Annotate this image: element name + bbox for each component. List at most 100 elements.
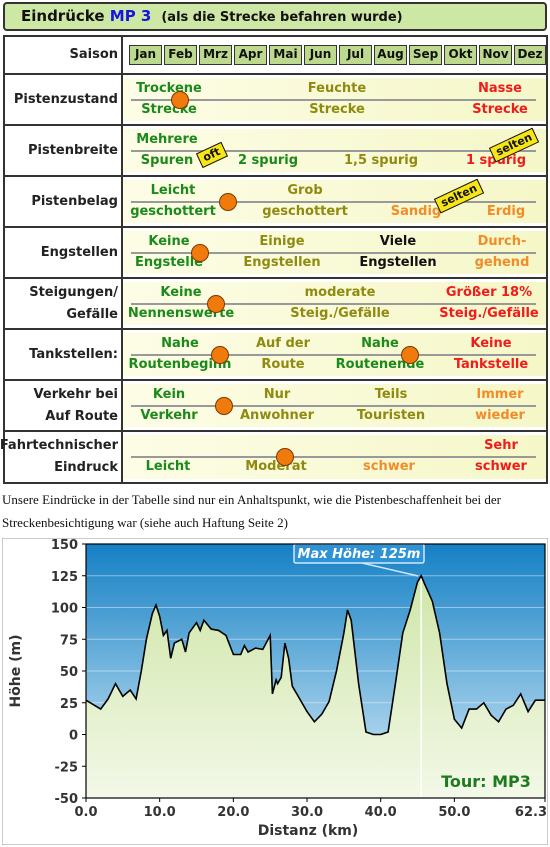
month-mrz: Mrz <box>199 45 232 65</box>
y-tick-label: 0 <box>69 729 78 744</box>
month-jun: Jun <box>304 45 337 65</box>
scale-line <box>131 404 536 407</box>
option-label: Nahe <box>161 336 199 351</box>
row-verkehr: Verkehr bei Auf Route Kein Verkehr Nur An… <box>5 381 546 430</box>
option-label: Keine <box>160 285 202 300</box>
rating-marker <box>215 396 234 415</box>
row-pistenbreite: Pistenbreite Mehrere Spuren 2 spurig 1,5… <box>5 126 546 175</box>
row-label: Tankstellen: <box>29 346 118 362</box>
rating-marker <box>275 448 294 466</box>
option-label: Strecke <box>472 102 528 117</box>
row-label: Engstellen <box>40 244 118 260</box>
row-divider <box>5 430 546 432</box>
option-label: Verkehr <box>140 408 198 423</box>
x-tick-label: 30.0 <box>291 805 323 820</box>
row-pistenbelag: Pistenbelag Leicht geschottert Grob gesc… <box>5 177 546 226</box>
option-label: Nahe <box>361 336 399 351</box>
option-label: Trockene <box>136 81 202 96</box>
option-label: moderate <box>304 285 376 300</box>
row-scale-area: Nahe Routenbeginn Auf der Route Nahe Rou… <box>123 333 546 376</box>
option-label: Feuchte <box>307 81 367 96</box>
option-label: Einige <box>259 234 305 249</box>
option-label: Durch- <box>477 234 527 249</box>
option-label: schwer <box>363 459 415 474</box>
row-divider <box>5 175 546 177</box>
row-scale-area: Leicht Moderat schwer Sehr schwer <box>123 435 546 479</box>
row-label-line: Auf Route <box>45 408 118 424</box>
row-scale-area: Trockene Strecke Feuchte Strecke Nasse S… <box>123 78 546 121</box>
option-label: schwer <box>475 459 527 474</box>
month-aug: Aug <box>374 45 407 65</box>
option-label: Grob <box>287 183 323 198</box>
row-label-line: Gefälle <box>66 306 118 322</box>
month-dez: Dez <box>514 45 546 65</box>
option-label: Strecke <box>309 102 365 117</box>
option-label: Anwohner <box>240 408 314 423</box>
row-divider <box>5 277 546 279</box>
header-subtitle: (als die Strecke befahren wurde) <box>161 10 403 25</box>
row-label: Steigungen/Gefälle <box>5 279 121 328</box>
y-tick-label: 25 <box>60 697 78 712</box>
option-label: Leicht <box>150 183 196 198</box>
caption-text: Unsere Eindrücke in der Tabelle sind nur… <box>2 492 501 530</box>
row-tankstellen: Tankstellen: Nahe Routenbeginn Auf der R… <box>5 330 546 379</box>
y-tick-label: 75 <box>60 633 78 648</box>
elevation-area <box>86 575 545 798</box>
frequency-flag-selten: selten <box>433 178 485 214</box>
elevation-chart: Max Höhe: 125m Tour: MP3 -50 -25 0 25 50 75 10… <box>1 537 549 846</box>
row-label-line: Verkehr bei <box>33 386 118 402</box>
option-label: Immer <box>476 387 524 402</box>
max-height-callout: Max Höhe: 125m <box>293 543 425 577</box>
option-label: Engstellen <box>243 255 321 270</box>
option-label: Kein <box>152 387 186 402</box>
row-steigungen: Steigungen/Gefälle Keine Nennenswerte mo… <box>5 279 546 328</box>
option-label: 2 spurig <box>237 153 299 168</box>
option-label: Steig./Gefälle <box>290 306 390 321</box>
season-row: Saison Jan Feb Mrz Apr Mai Jun Jul Aug S… <box>5 37 546 73</box>
option-label: gehend <box>474 255 530 270</box>
option-label: Route <box>261 357 305 372</box>
row-scale-area: Keine Nennenswerte moderate Steig./Gefäl… <box>123 282 546 325</box>
column-divider <box>121 37 123 482</box>
y-tick-label: 100 <box>51 602 78 617</box>
option-label: Viele <box>379 234 417 249</box>
option-label: Mehrere <box>136 132 198 147</box>
y-tick-label: 125 <box>51 570 78 585</box>
rating-table: Saison Jan Feb Mrz Apr Mai Jun Jul Aug S… <box>0 35 548 484</box>
row-label: Fahrtechnischer Eindruck <box>0 432 121 482</box>
scale-line <box>131 200 536 203</box>
row-scale-area: Leicht geschottert Grob geschottert Sand… <box>123 178 546 223</box>
month-jul: Jul <box>339 45 372 65</box>
month-nov: Nov <box>479 45 512 65</box>
row-fahrtechnik: Fahrtechnischer Eindruck Leicht Moderat s… <box>0 432 546 482</box>
row-label: Pistenbelag <box>31 193 118 209</box>
tour-label: Tour: MP3 <box>441 772 531 791</box>
option-label: Auf der <box>255 336 311 351</box>
option-label: Engstelle <box>135 255 203 270</box>
month-apr: Apr <box>234 45 267 65</box>
month-feb: Feb <box>164 45 197 65</box>
month-sep: Sep <box>409 45 442 65</box>
scale-line <box>131 98 536 101</box>
row-divider <box>5 73 546 75</box>
elevation-line <box>85 574 545 736</box>
row-pistenzustand: Pistenzustand Trockene Strecke Feuchte S… <box>5 75 546 124</box>
x-tick-label: 50.0 <box>438 805 470 820</box>
row-label: Verkehr bei Auf Route <box>5 381 121 430</box>
option-label: Größer 18% <box>445 285 533 300</box>
callout-text: Max Höhe: 125m <box>298 547 421 562</box>
row-label: Pistenzustand <box>13 91 118 107</box>
x-tick-label: 20.0 <box>217 805 249 820</box>
y-tick-label: 50 <box>60 665 78 680</box>
rating-marker <box>207 294 226 313</box>
row-label-line: Steigungen/ <box>29 284 118 300</box>
row-scale-area: Keine Engstelle Einige Engstellen Viele … <box>123 231 546 274</box>
scale-line <box>131 302 536 305</box>
row-engstellen: Engstellen Keine Engstelle Einige Engste… <box>5 228 546 277</box>
x-tick-label: 10.0 <box>144 805 176 820</box>
rating-marker <box>211 345 230 364</box>
header-mp: MP 3 <box>109 7 152 25</box>
option-label: Leicht <box>145 459 191 474</box>
rating-marker <box>190 243 209 262</box>
row-scale-area: Kein Verkehr Nur Anwohner Teils Touriste… <box>123 384 546 427</box>
